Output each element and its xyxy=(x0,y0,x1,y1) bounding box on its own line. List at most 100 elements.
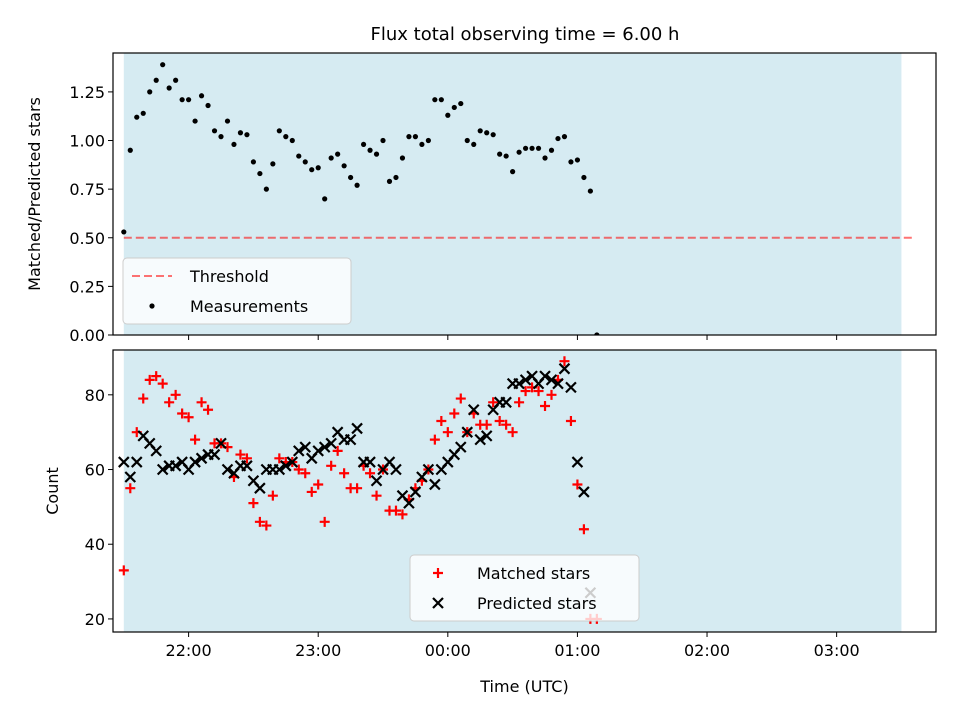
legend-measurements-swatch xyxy=(149,303,155,309)
measurement-point xyxy=(574,157,581,163)
x-tick-label: 22:00 xyxy=(166,641,212,660)
measurement-point xyxy=(568,159,574,165)
measurement-point xyxy=(464,137,470,144)
measurement-point xyxy=(231,141,237,148)
legend-box xyxy=(409,554,640,622)
matched-stars-point xyxy=(578,524,589,535)
predicted-stars-point xyxy=(254,482,266,494)
y-tick-label: 40 xyxy=(85,535,105,554)
predicted-stars-point xyxy=(312,445,324,457)
measurement-point xyxy=(399,155,406,161)
matched-stars-point xyxy=(390,505,401,516)
matched-stars-point xyxy=(397,509,408,520)
measurement-point xyxy=(529,145,535,151)
measurement-point xyxy=(393,174,399,181)
measurement-point xyxy=(121,229,127,235)
measurement-point xyxy=(211,128,218,134)
matched-stars-point xyxy=(164,397,175,408)
predicted-stars-point xyxy=(130,456,143,468)
measurement-point xyxy=(373,151,380,157)
matched-stars-point xyxy=(170,389,181,400)
matched-stars-point xyxy=(514,397,525,408)
measurement-point xyxy=(497,151,503,157)
matched-stars-point xyxy=(241,453,252,464)
matched-stars-point xyxy=(481,419,492,430)
legend-threshold-label: Threshold xyxy=(189,267,269,286)
measurement-point xyxy=(581,174,587,181)
predicted-stars-point xyxy=(195,452,208,465)
legend-predicted-label: Predicted stars xyxy=(477,594,597,613)
legend-matched-swatch xyxy=(433,568,443,578)
measurement-point xyxy=(302,159,308,165)
measurement-point xyxy=(341,163,347,169)
measurement-point xyxy=(186,97,192,103)
matched-stars-point xyxy=(306,486,317,497)
predicted-stars-point xyxy=(280,460,292,472)
predicted-stars-point xyxy=(370,474,383,487)
matched-stars-point xyxy=(144,374,155,385)
predicted-stars-point xyxy=(299,441,312,453)
y-tick-label: 0.75 xyxy=(69,180,105,199)
y-tick-label: 80 xyxy=(85,386,105,405)
predicted-stars-point xyxy=(215,437,227,450)
measurement-point xyxy=(224,118,231,124)
matched-stars-point xyxy=(190,434,201,445)
legend-predicted-swatch xyxy=(432,597,444,609)
predicted-stars-point xyxy=(403,497,415,509)
ratio-panel: 0.00 0.25 0.50 0.75 1.00 1.25 Matched/Predicte… xyxy=(25,52,937,345)
measurement-point xyxy=(535,145,542,151)
measurement-point xyxy=(477,128,483,134)
measurement-point xyxy=(270,161,276,167)
measurement-point xyxy=(503,153,509,159)
predicted-stars-point xyxy=(552,377,564,390)
predicted-stars-point xyxy=(241,460,253,472)
measurement-point xyxy=(419,141,425,148)
matched-stars-point xyxy=(572,479,583,490)
matched-stars-point xyxy=(436,415,447,426)
matched-stars-point xyxy=(313,479,324,490)
predicted-stars-point xyxy=(286,456,299,468)
predicted-stars-point xyxy=(351,422,363,435)
matched-stars-point xyxy=(248,498,259,509)
matched-stars-point xyxy=(540,401,551,412)
x-tick-label: 00:00 xyxy=(425,641,471,660)
matched-stars-point xyxy=(365,468,376,479)
predicted-stars-point xyxy=(390,463,402,476)
predicted-stars-point xyxy=(565,381,577,394)
measurement-point xyxy=(153,77,159,83)
predicted-stars-point xyxy=(124,471,137,483)
matched-stars-point xyxy=(274,453,285,464)
matched-stars-point xyxy=(118,565,129,576)
measurement-point xyxy=(263,186,269,192)
measurement-point xyxy=(335,151,341,157)
measurement-point xyxy=(380,137,386,144)
matched-stars-point xyxy=(319,516,330,527)
measurement-point xyxy=(315,165,321,171)
measurement-point xyxy=(451,104,457,111)
measurement-point xyxy=(548,147,555,153)
y-tick-label: 0.00 xyxy=(69,326,105,345)
matched-stars-point xyxy=(138,393,149,404)
matched-stars-point xyxy=(455,393,466,404)
measurement-point xyxy=(328,155,334,161)
predicted-stars-point xyxy=(150,445,162,457)
matched-stars-point xyxy=(235,449,246,460)
predicted-stars-point xyxy=(344,433,357,446)
legend: Matched stars Predicted stars xyxy=(409,554,640,622)
predicted-stars-point xyxy=(409,486,422,498)
measurement-point xyxy=(432,97,438,103)
predicted-stars-point xyxy=(519,374,532,386)
predicted-stars-point xyxy=(461,426,474,438)
measurement-point xyxy=(516,149,522,155)
measurement-point xyxy=(250,159,257,165)
measurement-point xyxy=(127,147,133,153)
legend-measurements-label: Measurements xyxy=(190,297,308,316)
predicted-stars-point xyxy=(292,445,305,457)
matched-stars-point xyxy=(151,371,162,382)
measurement-point xyxy=(237,130,244,136)
predicted-stars-point xyxy=(364,456,376,468)
y-tick-label: 1.00 xyxy=(69,132,105,151)
measurement-point xyxy=(438,97,444,103)
measurement-point xyxy=(360,141,367,148)
